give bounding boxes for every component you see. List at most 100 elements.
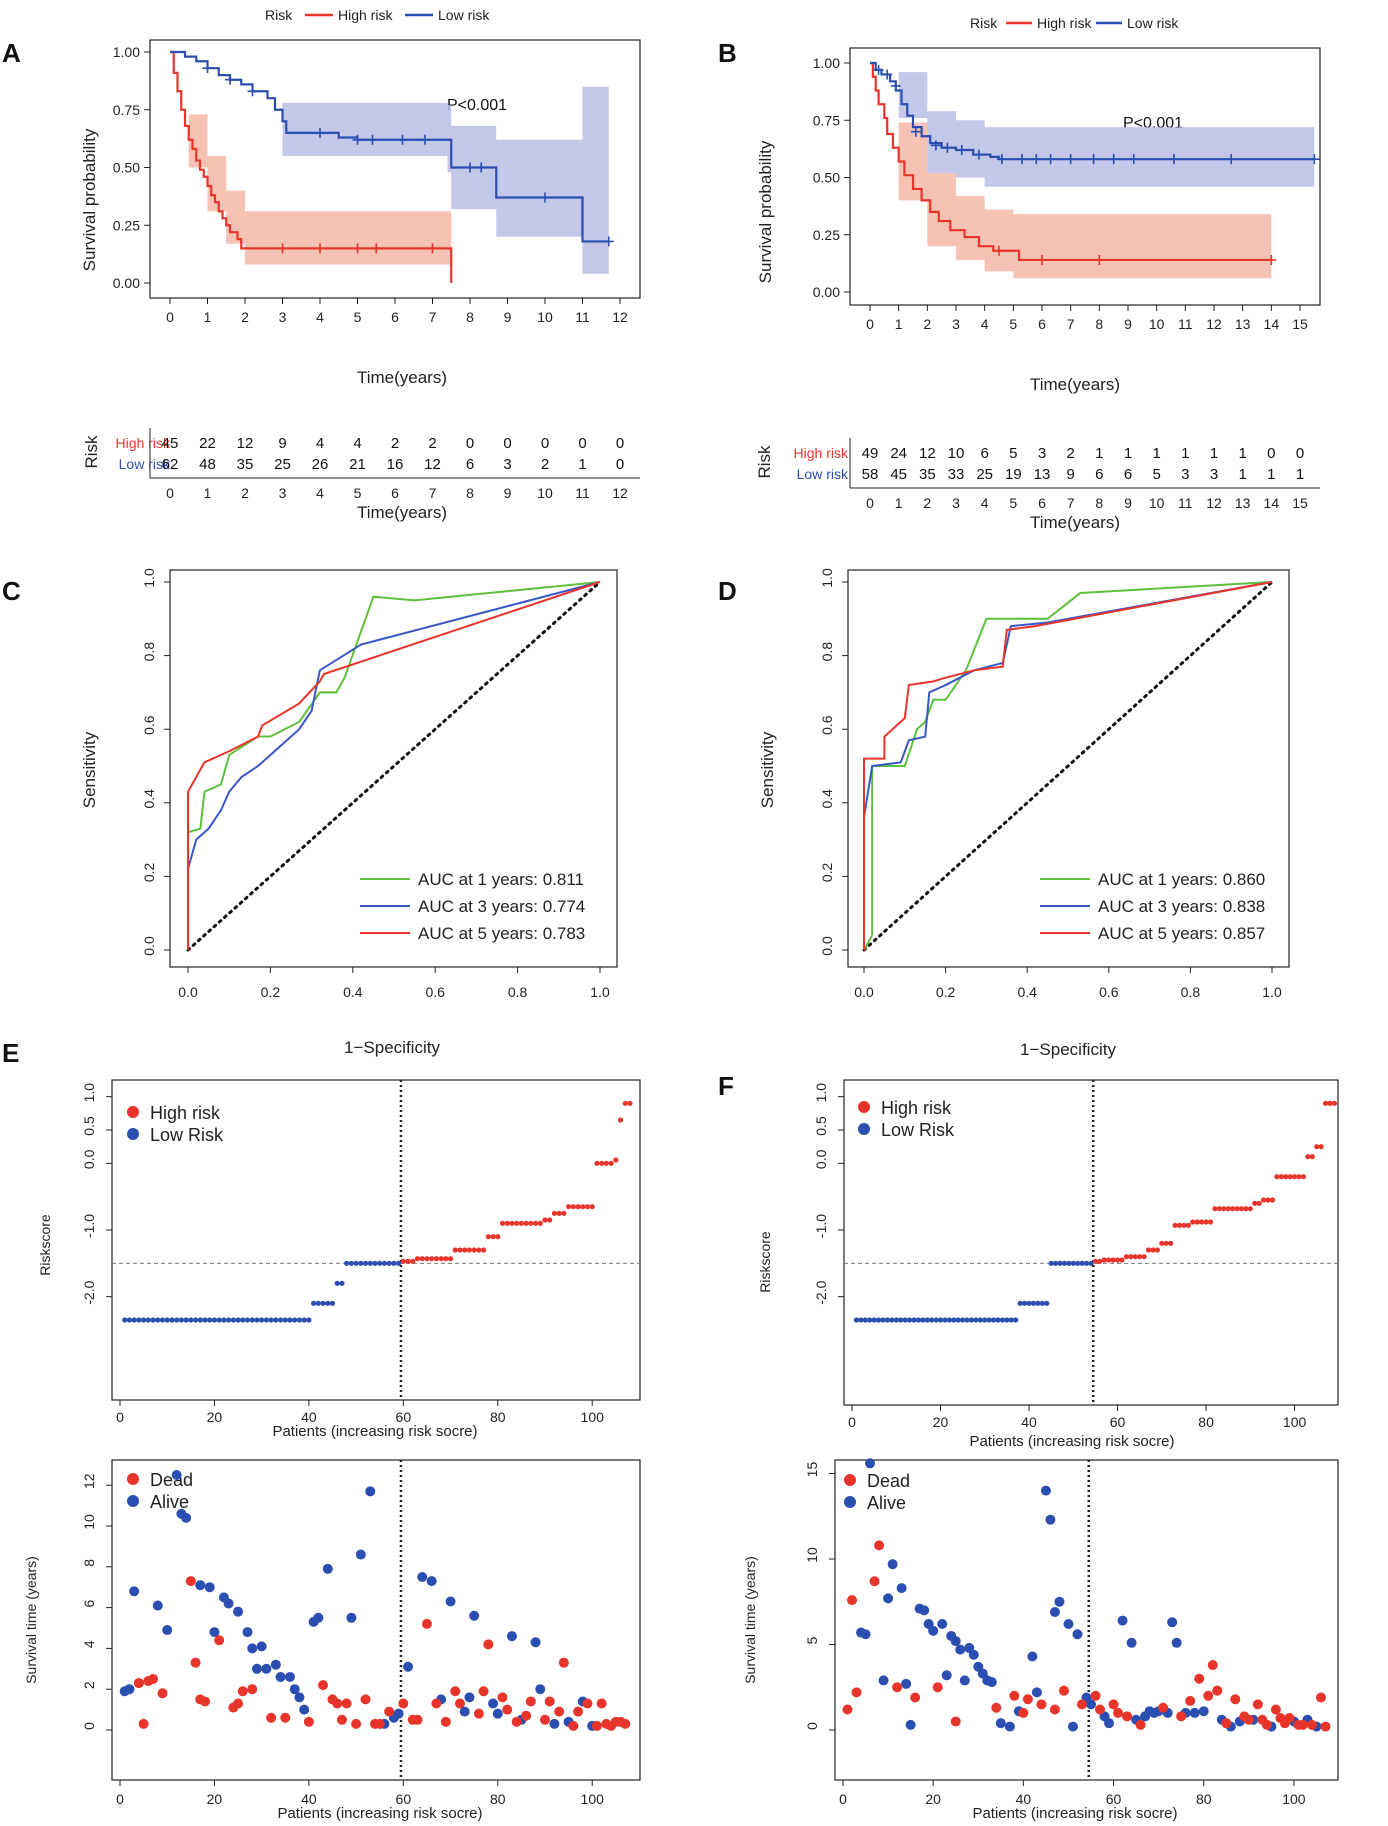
f1-xtick-label: 0 bbox=[848, 1414, 856, 1430]
f2-status-point-dead bbox=[991, 1702, 1002, 1713]
e1-risk-point bbox=[599, 1160, 605, 1166]
b-xtick-label: 5 bbox=[1009, 316, 1017, 332]
f1-risk-point bbox=[1243, 1206, 1249, 1212]
b-xtick-label: 14 bbox=[1264, 316, 1280, 332]
b-censor-mark bbox=[1037, 254, 1047, 265]
a-table-label-low: Low risk bbox=[119, 456, 171, 472]
e1-risk-point bbox=[325, 1300, 331, 1306]
f2-status-point-dead bbox=[1230, 1694, 1241, 1705]
e2-status-point-dead bbox=[554, 1706, 565, 1717]
f1-risk-point bbox=[1318, 1144, 1324, 1150]
e2-status-point-alive bbox=[393, 1708, 404, 1719]
f1-ytick-label: -1.0 bbox=[813, 1214, 829, 1238]
f2-status-point-dead bbox=[892, 1682, 903, 1693]
a-table-xtick-label: 10 bbox=[537, 485, 553, 501]
e-bottom-ylabel: Survival time (years) bbox=[23, 1556, 39, 1684]
e1-risk-point bbox=[306, 1317, 312, 1323]
e2-status-point-dead bbox=[266, 1712, 277, 1723]
f1-risk-point bbox=[1168, 1240, 1174, 1246]
c-chance-line bbox=[186, 580, 602, 952]
b-risk-count: 58 bbox=[862, 466, 879, 483]
a-risk-count: 48 bbox=[199, 456, 216, 473]
f1-risk-point bbox=[1314, 1144, 1320, 1150]
e2-status-point-alive bbox=[322, 1563, 333, 1574]
f-legend-dead: Dead bbox=[867, 1471, 910, 1491]
f1-risk-point bbox=[911, 1317, 917, 1323]
e1-risk-point bbox=[301, 1317, 307, 1323]
e1-risk-point bbox=[311, 1300, 317, 1306]
b-xtick-label: 4 bbox=[981, 316, 989, 332]
e1-risk-point bbox=[211, 1317, 218, 1323]
e-top-ylabel: Riskscore bbox=[37, 1214, 53, 1276]
e2-status-point-dead bbox=[233, 1698, 244, 1709]
f2-status-point-alive bbox=[950, 1636, 961, 1647]
e2-xtick-label: 40 bbox=[301, 1791, 317, 1807]
e2-xtick-label: 80 bbox=[490, 1791, 506, 1807]
f2-status-point-dead bbox=[1049, 1704, 1060, 1715]
e1-risk-point bbox=[457, 1247, 463, 1253]
b-xtick-label: 3 bbox=[952, 316, 960, 332]
f1-risk-point bbox=[1079, 1260, 1085, 1266]
f2-status-point-alive bbox=[986, 1677, 997, 1688]
f2-status-point-dead bbox=[950, 1716, 961, 1727]
e2-status-point-alive bbox=[209, 1627, 220, 1638]
e2-status-point-dead bbox=[280, 1712, 291, 1723]
e1-risk-point bbox=[249, 1317, 255, 1323]
a-censor-mark bbox=[371, 243, 382, 254]
f2-status-point-alive bbox=[901, 1678, 912, 1689]
f1-risk-point bbox=[1261, 1197, 1267, 1203]
e1-risk-point bbox=[183, 1317, 189, 1323]
f1-risk-point bbox=[871, 1317, 877, 1323]
e2-status-point-alive bbox=[223, 1598, 234, 1609]
b-risk-count: 9 bbox=[1066, 466, 1074, 483]
f1-risk-point bbox=[862, 1317, 868, 1323]
e2-status-point-alive bbox=[233, 1606, 244, 1617]
b-table-xtick-label: 11 bbox=[1178, 495, 1193, 511]
a-risk-count: 1 bbox=[578, 456, 586, 473]
a-ylabel: Survival probability bbox=[80, 128, 99, 271]
f1-risk-point bbox=[964, 1317, 970, 1323]
a-risk-count: 4 bbox=[353, 435, 361, 452]
f1-risk-point bbox=[1110, 1257, 1116, 1263]
b-xtick-label: 1 bbox=[895, 316, 903, 332]
b-table-label-low: Low risk bbox=[797, 466, 849, 482]
e2-status-point-dead bbox=[431, 1698, 442, 1709]
e2-status-point-alive bbox=[256, 1641, 267, 1652]
f2-status-point-alive bbox=[896, 1583, 907, 1594]
e1-risk-point bbox=[594, 1160, 600, 1166]
f1-risk-point bbox=[973, 1317, 979, 1323]
c-legend-label-2: AUC at 3 years: 0.774 bbox=[418, 897, 585, 916]
e2-status-point-dead bbox=[525, 1696, 536, 1707]
e2-ytick-label: 8 bbox=[81, 1559, 97, 1567]
e2-status-point-dead bbox=[336, 1714, 347, 1725]
d-plot-frame bbox=[847, 569, 1290, 968]
a-ytick-label: 0.75 bbox=[113, 102, 140, 118]
e2-status-point-alive bbox=[261, 1663, 272, 1674]
f1-risk-point bbox=[1331, 1100, 1338, 1106]
e1-risk-point bbox=[509, 1220, 515, 1226]
e1-risk-point bbox=[410, 1258, 416, 1264]
a-risk-count: 2 bbox=[391, 435, 399, 452]
e2-status-point-dead bbox=[412, 1714, 423, 1725]
e1-risk-point bbox=[485, 1234, 491, 1240]
d-roc-curve-2 bbox=[863, 581, 1273, 950]
f-legend-alive-dot bbox=[844, 1496, 856, 1508]
f2-xtick-label: 20 bbox=[925, 1791, 941, 1807]
e2-status-point-dead bbox=[148, 1674, 159, 1684]
e1-risk-point bbox=[126, 1317, 133, 1323]
f1-risk-point bbox=[968, 1317, 975, 1323]
d-ylabel: Sensitivity bbox=[758, 731, 777, 808]
e1-risk-point bbox=[131, 1317, 137, 1323]
a-risk-count: 35 bbox=[237, 456, 254, 473]
b-ylabel: Survival probability bbox=[756, 140, 775, 283]
b-legend-high: High risk bbox=[1037, 15, 1092, 31]
d-xlabel: 1−Specificity bbox=[1020, 1040, 1116, 1059]
f1-risk-point bbox=[1057, 1260, 1063, 1266]
f1-risk-point bbox=[1327, 1100, 1333, 1106]
f2-status-point-alive bbox=[1117, 1615, 1128, 1626]
e1-plot-frame bbox=[111, 1079, 641, 1401]
f2-status-point-alive bbox=[1072, 1629, 1083, 1640]
a-xtick-label: 10 bbox=[537, 309, 553, 325]
b-censor-mark bbox=[930, 140, 941, 151]
